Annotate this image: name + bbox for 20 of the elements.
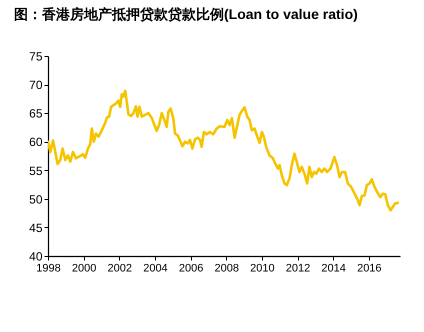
line-series [48, 90, 400, 212]
y-tick-label: 50 [29, 192, 43, 206]
chart-title: 图：香港房地产抵押贷款贷款比例(Loan to value ratio) [14, 6, 358, 22]
y-tick-label: 60 [29, 135, 43, 150]
x-tick-label: 2012 [286, 262, 310, 274]
x-tick-label: 2000 [72, 262, 96, 274]
x-tick-label: 2008 [214, 262, 239, 274]
y-tick-label: 65 [29, 106, 43, 121]
x-tick-label: 2002 [108, 262, 132, 274]
y-tick-label: 45 [29, 220, 43, 235]
x-tick-label: 2004 [143, 262, 168, 274]
x-tick-label: 2010 [250, 262, 275, 274]
x-tick-label: 2016 [357, 262, 382, 274]
y-tick-label: 70 [29, 78, 43, 92]
x-tick-label: 2014 [321, 262, 346, 274]
y-tick-label: 55 [29, 164, 43, 178]
x-tick-label: 1998 [36, 262, 61, 274]
y-tick-label: 40 [29, 250, 43, 264]
x-tick-label: 2006 [178, 262, 204, 274]
y-tick-label: 75 [29, 50, 43, 64]
